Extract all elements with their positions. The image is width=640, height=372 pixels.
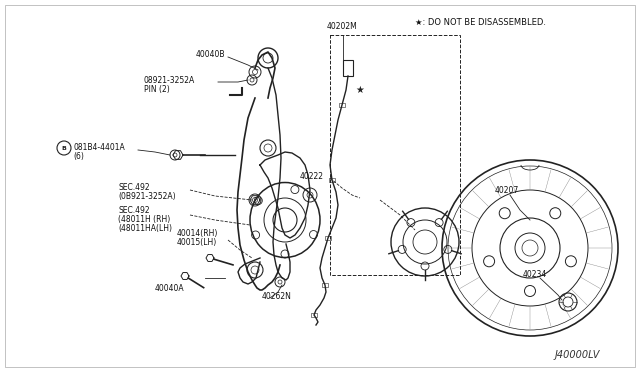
Bar: [325, 236, 331, 240]
Bar: [343, 60, 353, 76]
Text: 40262N: 40262N: [262, 292, 292, 301]
Text: B: B: [61, 145, 67, 151]
Text: 40040B: 40040B: [196, 50, 225, 59]
Text: SEC.492: SEC.492: [118, 206, 150, 215]
Text: 40202M: 40202M: [327, 22, 358, 31]
Text: 40014(RH): 40014(RH): [177, 229, 218, 238]
Text: (0B921-3252A): (0B921-3252A): [118, 192, 175, 201]
Text: SEC.492: SEC.492: [118, 183, 150, 192]
Text: ★: DO NOT BE DISASSEMBLED.: ★: DO NOT BE DISASSEMBLED.: [415, 18, 546, 27]
Text: (48011HA(LH): (48011HA(LH): [118, 224, 172, 233]
Text: J40000LV: J40000LV: [555, 350, 600, 360]
Text: 40015(LH): 40015(LH): [177, 238, 217, 247]
Text: 40222: 40222: [300, 172, 324, 181]
Bar: [330, 35, 460, 275]
Bar: [339, 103, 345, 107]
Bar: [311, 313, 317, 317]
Text: PIN (2): PIN (2): [144, 85, 170, 94]
Text: 08921-3252A: 08921-3252A: [144, 76, 195, 85]
Text: 40234: 40234: [523, 270, 547, 279]
Bar: [329, 178, 335, 182]
Text: ★: ★: [356, 85, 364, 95]
Text: 081B4-4401A: 081B4-4401A: [73, 143, 125, 152]
Text: 40040A: 40040A: [155, 284, 184, 293]
Bar: [322, 283, 328, 287]
Text: (48011H (RH): (48011H (RH): [118, 215, 170, 224]
Text: 40207: 40207: [495, 186, 519, 195]
Text: (6): (6): [73, 152, 84, 161]
